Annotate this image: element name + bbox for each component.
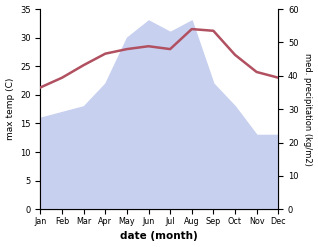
- Y-axis label: max temp (C): max temp (C): [5, 78, 15, 140]
- X-axis label: date (month): date (month): [121, 231, 198, 242]
- Y-axis label: med. precipitation (kg/m2): med. precipitation (kg/m2): [303, 53, 313, 165]
